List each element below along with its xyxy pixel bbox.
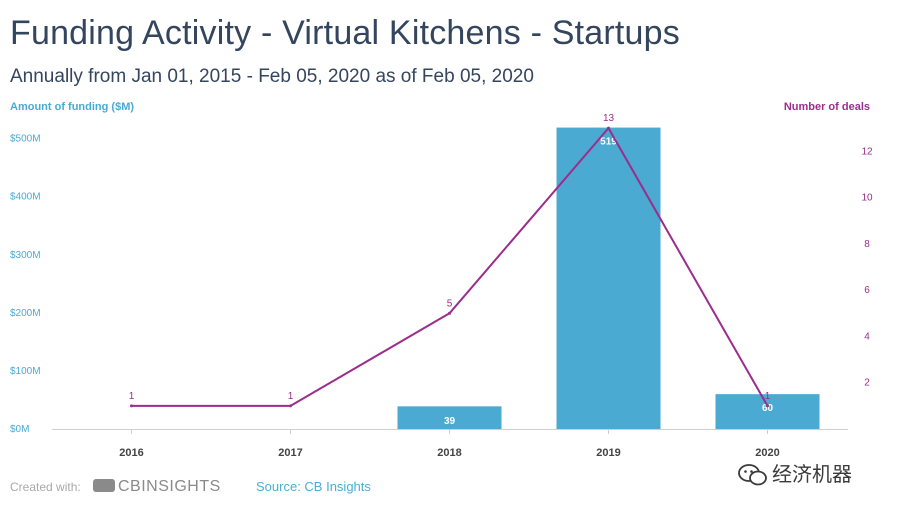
- left-axis-title: Amount of funding ($M): [10, 101, 134, 113]
- left-tick-label: $0M: [10, 424, 29, 435]
- deals-point: [289, 404, 292, 408]
- x-axis: 2016 2017 2018 2019 2020: [119, 429, 780, 459]
- deals-data-label: 1: [288, 391, 294, 402]
- bar: [397, 406, 502, 429]
- bar-series: 39 519 60: [397, 127, 820, 429]
- right-tick-label: 10: [861, 193, 873, 204]
- cbinsights-logo: CBINSIGHTS: [93, 478, 221, 496]
- right-tick-label: 12: [861, 146, 873, 157]
- right-tick-label: 6: [864, 285, 870, 296]
- bar-data-label: 519: [600, 137, 617, 148]
- left-tick-label: $300M: [10, 250, 41, 261]
- source-link[interactable]: Source: CB Insights: [256, 479, 371, 494]
- left-axis: $0M $100M $200M $300M $400M $500M: [10, 134, 41, 435]
- deals-point: [607, 126, 610, 130]
- deals-point: [130, 404, 133, 408]
- x-tick-label: 2019: [596, 447, 620, 459]
- deals-point: [448, 311, 451, 315]
- watermark: 经济机器: [738, 458, 852, 487]
- wechat-icon: [738, 464, 767, 486]
- left-tick-label: $500M: [10, 134, 41, 145]
- x-tick-label: 2020: [755, 447, 779, 459]
- bar: [556, 127, 661, 429]
- bar-data-label: 60: [762, 403, 774, 414]
- right-axis-title: Number of deals: [784, 101, 870, 113]
- line-series: 1 1 5 13 1: [129, 113, 771, 408]
- x-tick-label: 2017: [278, 447, 302, 459]
- right-axis: 2 4 6 8 10 12: [861, 146, 873, 388]
- right-tick-label: 4: [864, 331, 870, 342]
- bar-data-label: 39: [444, 416, 456, 427]
- left-tick-label: $200M: [10, 308, 41, 319]
- page-title: Funding Activity - Virtual Kitchens - St…: [10, 14, 680, 52]
- created-with-label: Created with:: [10, 480, 81, 494]
- right-tick-label: 2: [864, 378, 870, 389]
- right-tick-label: 8: [864, 239, 870, 250]
- watermark-text: 经济机器: [772, 464, 852, 486]
- left-tick-label: $100M: [10, 366, 41, 377]
- deals-line: [131, 127, 769, 407]
- deals-data-label: 1: [765, 391, 771, 402]
- deals-data-label: 5: [447, 298, 453, 309]
- cbinsights-logo-icon: [93, 479, 115, 492]
- deals-point: [766, 404, 769, 408]
- deals-data-label: 1: [129, 391, 135, 402]
- bar: [715, 394, 820, 429]
- left-tick-label: $400M: [10, 192, 41, 203]
- x-tick-label: 2018: [437, 447, 461, 459]
- deals-data-label: 13: [603, 113, 615, 124]
- x-tick-label: 2016: [119, 447, 143, 459]
- page-subtitle: Annually from Jan 01, 2015 - Feb 05, 202…: [10, 66, 534, 87]
- cbinsights-logo-text: CBINSIGHTS: [118, 478, 221, 495]
